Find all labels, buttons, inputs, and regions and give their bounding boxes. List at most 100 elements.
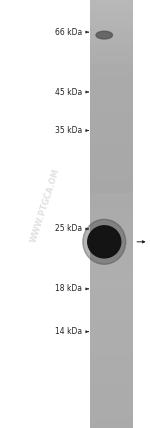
Bar: [90, 402, 133, 407]
Bar: [90, 270, 133, 274]
Bar: [90, 103, 133, 107]
Bar: [90, 389, 133, 394]
Bar: [90, 282, 133, 287]
Bar: [90, 257, 133, 261]
Bar: [90, 9, 133, 13]
Bar: [90, 218, 133, 223]
Bar: [90, 133, 133, 137]
Bar: [90, 398, 133, 402]
Text: 66 kDa: 66 kDa: [55, 27, 82, 37]
Bar: [90, 415, 133, 419]
Bar: [90, 308, 133, 312]
Bar: [90, 265, 133, 270]
Bar: [90, 304, 133, 308]
Bar: [90, 347, 133, 351]
Bar: [90, 193, 133, 197]
Ellipse shape: [88, 226, 121, 258]
Bar: [90, 291, 133, 295]
Bar: [90, 43, 133, 47]
Bar: [90, 210, 133, 214]
Text: 18 kDa: 18 kDa: [56, 284, 82, 294]
Bar: [90, 188, 133, 193]
Bar: [90, 86, 133, 90]
Text: 25 kDa: 25 kDa: [55, 224, 82, 234]
Bar: [90, 342, 133, 347]
Bar: [90, 274, 133, 278]
Bar: [90, 124, 133, 128]
Bar: [90, 424, 133, 428]
Bar: [90, 381, 133, 385]
Bar: [90, 317, 133, 321]
Bar: [90, 394, 133, 398]
Bar: [90, 175, 133, 180]
Bar: [90, 214, 133, 218]
Text: 45 kDa: 45 kDa: [55, 87, 82, 97]
Bar: [90, 34, 133, 39]
Bar: [90, 184, 133, 188]
Bar: [90, 163, 133, 167]
Bar: [90, 253, 133, 257]
Bar: [90, 360, 133, 364]
Bar: [90, 295, 133, 300]
Bar: [90, 248, 133, 253]
Bar: [90, 154, 133, 158]
Bar: [90, 150, 133, 154]
Text: 35 kDa: 35 kDa: [55, 126, 82, 135]
Bar: [90, 300, 133, 304]
Bar: [90, 385, 133, 389]
Bar: [90, 261, 133, 265]
Bar: [90, 26, 133, 30]
Bar: [90, 81, 133, 86]
Bar: [90, 4, 133, 9]
Bar: [90, 411, 133, 415]
Bar: [90, 73, 133, 77]
Bar: [90, 351, 133, 355]
Bar: [90, 334, 133, 338]
Text: 14 kDa: 14 kDa: [55, 327, 82, 336]
Bar: [90, 330, 133, 334]
Bar: [90, 47, 133, 51]
Bar: [90, 223, 133, 227]
Bar: [90, 0, 133, 4]
Bar: [90, 39, 133, 43]
Bar: [90, 17, 133, 21]
Bar: [90, 137, 133, 141]
Bar: [90, 146, 133, 150]
Bar: [90, 77, 133, 81]
Bar: [90, 167, 133, 171]
Ellipse shape: [96, 31, 112, 39]
Ellipse shape: [83, 219, 126, 264]
Bar: [90, 56, 133, 60]
Bar: [90, 205, 133, 210]
Bar: [90, 372, 133, 377]
Bar: [90, 60, 133, 64]
Bar: [90, 231, 133, 235]
Bar: [90, 287, 133, 291]
Text: WWW.PTGCA.OM: WWW.PTGCA.OM: [29, 167, 61, 244]
Bar: [90, 368, 133, 372]
Bar: [90, 94, 133, 98]
Bar: [90, 158, 133, 163]
Bar: [90, 13, 133, 17]
Bar: [90, 235, 133, 240]
Bar: [90, 227, 133, 231]
Bar: [90, 321, 133, 325]
Bar: [90, 128, 133, 133]
Bar: [90, 171, 133, 175]
Bar: [90, 116, 133, 120]
Bar: [90, 338, 133, 342]
Bar: [90, 141, 133, 146]
Bar: [90, 68, 133, 73]
Bar: [90, 278, 133, 282]
Bar: [90, 201, 133, 205]
Bar: [90, 111, 133, 116]
Bar: [90, 51, 133, 56]
Bar: [90, 407, 133, 411]
Bar: [90, 325, 133, 330]
Bar: [90, 197, 133, 201]
Bar: [90, 312, 133, 317]
Bar: [90, 355, 133, 360]
Bar: [90, 98, 133, 103]
Bar: [90, 240, 133, 244]
Bar: [90, 244, 133, 248]
